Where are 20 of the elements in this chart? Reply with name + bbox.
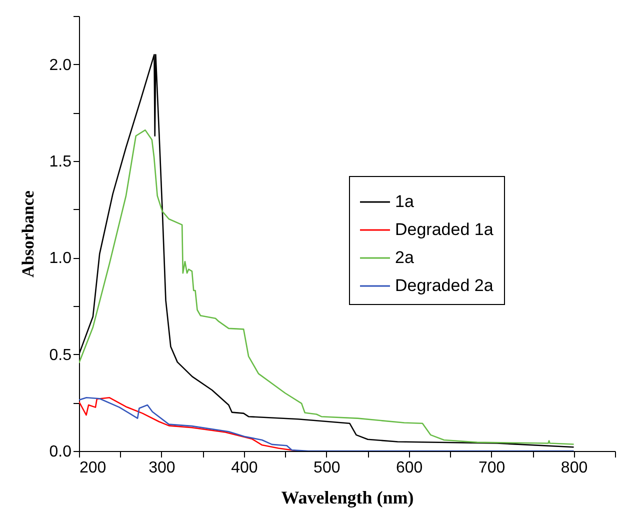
y-axis-title: Absorbance [18, 190, 38, 278]
x-tick-label: 300 [148, 460, 176, 476]
legend-label: 2a [395, 248, 414, 267]
legend-label: Degraded 1a [395, 220, 494, 239]
line-series [79, 396, 574, 451]
x-tick-label: 600 [396, 460, 423, 476]
x-tick-label: 400 [231, 460, 258, 476]
y-tick-label: 0.0 [49, 444, 72, 460]
x-tick-label: 800 [560, 460, 588, 476]
x-tick-label: 200 [80, 460, 106, 476]
y-tick-label: 1.0 [49, 250, 72, 268]
y-tick-label: 2.0 [49, 56, 72, 74]
legend-label: Degraded 2a [395, 276, 494, 295]
y-tick-label: 0.5 [49, 346, 72, 364]
legend-label: 1a [395, 192, 414, 211]
x-tick-label: 700 [478, 460, 506, 476]
line-series [79, 129, 574, 445]
x-axis-title: Wavelength (nm) [281, 488, 414, 508]
y-tick-label: 1.5 [49, 154, 72, 170]
x-tick-label: 500 [314, 460, 340, 476]
